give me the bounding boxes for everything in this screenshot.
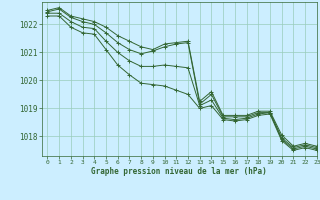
X-axis label: Graphe pression niveau de la mer (hPa): Graphe pression niveau de la mer (hPa) <box>91 167 267 176</box>
